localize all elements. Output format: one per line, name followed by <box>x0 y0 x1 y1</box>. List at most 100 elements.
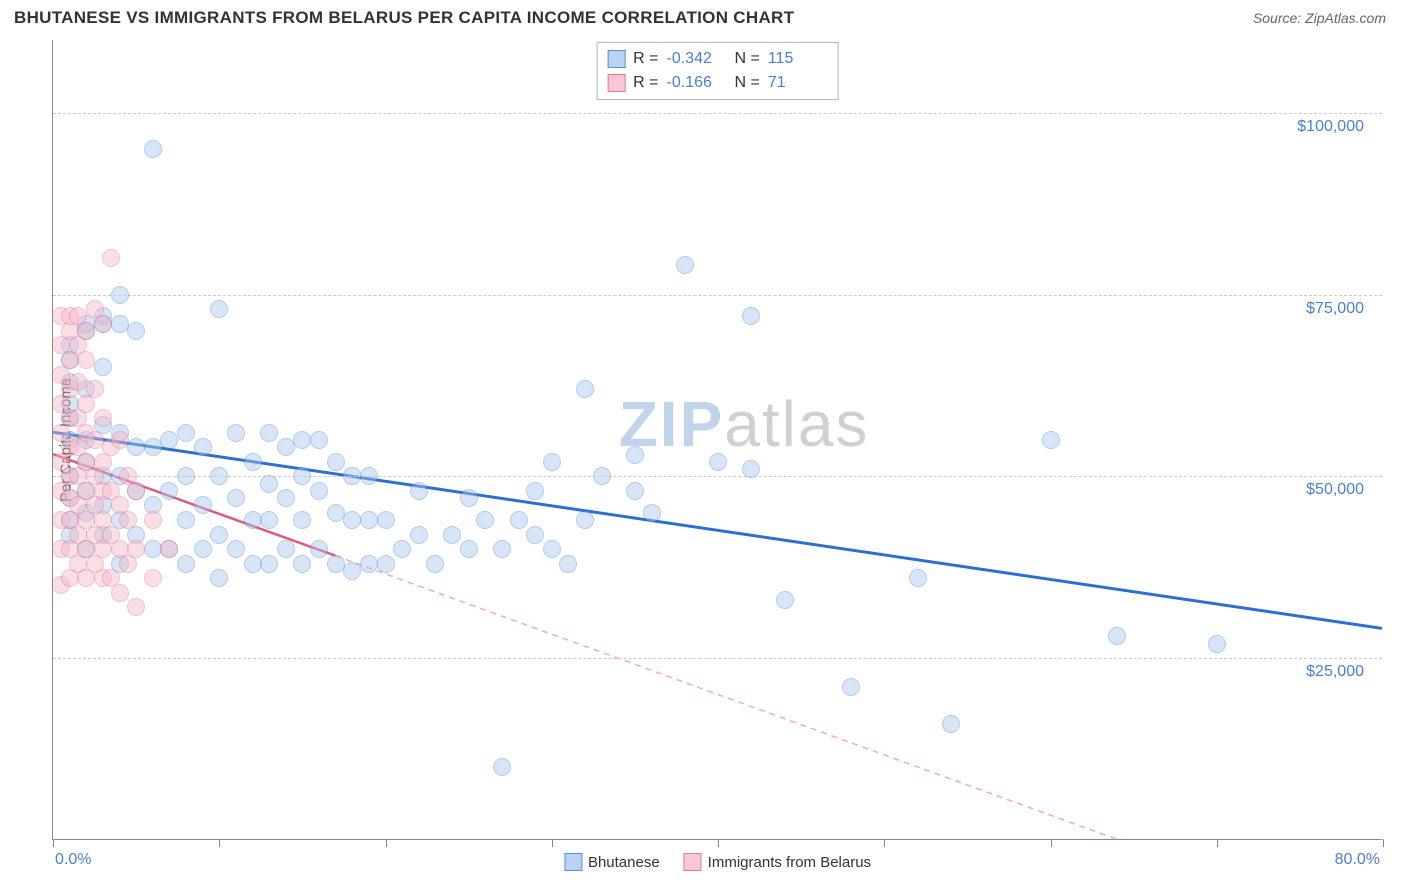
data-point <box>210 467 228 485</box>
legend-item: Immigrants from Belarus <box>684 853 871 871</box>
data-point <box>194 540 212 558</box>
gridline <box>53 295 1382 296</box>
data-point <box>360 467 378 485</box>
x-tick <box>1383 839 1384 847</box>
legend: Bhutanese Immigrants from Belarus <box>564 853 871 871</box>
data-point <box>194 496 212 514</box>
gridline <box>53 476 1382 477</box>
data-point <box>676 256 694 274</box>
data-point <box>626 446 644 464</box>
data-point <box>1208 635 1226 653</box>
data-point <box>293 467 311 485</box>
data-point <box>493 758 511 776</box>
data-point <box>69 373 87 391</box>
y-tick-label: $75,000 <box>1306 300 1364 318</box>
data-point <box>86 380 104 398</box>
data-point <box>127 540 145 558</box>
data-point <box>260 511 278 529</box>
data-point <box>111 431 129 449</box>
stats-row: R =-0.166N =71 <box>607 71 828 95</box>
data-point <box>443 526 461 544</box>
data-point <box>343 467 361 485</box>
data-point <box>526 526 544 544</box>
data-point <box>593 467 611 485</box>
data-point <box>160 540 178 558</box>
data-point <box>277 438 295 456</box>
watermark-part2: atlas <box>724 388 869 460</box>
data-point <box>194 438 212 456</box>
data-point <box>177 511 195 529</box>
n-value: 71 <box>768 71 828 95</box>
data-point <box>293 511 311 529</box>
x-tick-label-min: 0.0% <box>55 851 91 869</box>
data-point <box>160 431 178 449</box>
y-tick-label: $50,000 <box>1306 481 1364 499</box>
data-point <box>177 555 195 573</box>
data-point <box>410 482 428 500</box>
legend-item: Bhutanese <box>564 853 660 871</box>
chart-container: Per Capita Income ZIPatlas R =-0.342N =1… <box>14 40 1392 840</box>
data-point <box>260 475 278 493</box>
x-tick <box>884 839 885 847</box>
x-tick <box>1051 839 1052 847</box>
data-point <box>277 540 295 558</box>
page-title: BHUTANESE VS IMMIGRANTS FROM BELARUS PER… <box>14 8 794 28</box>
data-point <box>510 511 528 529</box>
data-point <box>393 540 411 558</box>
data-point <box>576 380 594 398</box>
data-point <box>144 569 162 587</box>
data-point <box>77 351 95 369</box>
gridline <box>53 113 1382 114</box>
data-point <box>942 715 960 733</box>
data-point <box>410 526 428 544</box>
data-point <box>160 482 178 500</box>
data-point <box>293 431 311 449</box>
data-point <box>709 453 727 471</box>
data-point <box>293 555 311 573</box>
data-point <box>244 555 262 573</box>
x-tick <box>718 839 719 847</box>
data-point <box>127 438 145 456</box>
data-point <box>360 555 378 573</box>
data-point <box>327 504 345 522</box>
stats-row: R =-0.342N =115 <box>607 47 828 71</box>
data-point <box>543 540 561 558</box>
data-point <box>227 424 245 442</box>
data-point <box>310 431 328 449</box>
data-point <box>94 409 112 427</box>
y-tick-label: $100,000 <box>1297 118 1364 136</box>
data-point <box>144 438 162 456</box>
data-point <box>144 540 162 558</box>
trend-lines-layer <box>53 40 1382 839</box>
n-label: N = <box>735 71 760 95</box>
data-point <box>244 453 262 471</box>
legend-swatch <box>564 853 582 871</box>
n-label: N = <box>735 47 760 71</box>
legend-swatch <box>684 853 702 871</box>
x-tick <box>552 839 553 847</box>
data-point <box>260 555 278 573</box>
n-value: 115 <box>768 47 828 71</box>
data-point <box>86 431 104 449</box>
data-point <box>343 562 361 580</box>
data-point <box>476 511 494 529</box>
correlation-stats-box: R =-0.342N =115R =-0.166N =71 <box>596 42 839 100</box>
source-prefix: Source: <box>1253 10 1305 26</box>
x-tick <box>1217 839 1218 847</box>
data-point <box>111 315 129 333</box>
data-point <box>127 482 145 500</box>
series-swatch <box>607 74 625 92</box>
data-point <box>77 322 95 340</box>
series-swatch <box>607 50 625 68</box>
x-tick <box>53 839 54 847</box>
data-point <box>460 540 478 558</box>
data-point <box>327 453 345 471</box>
data-point <box>144 511 162 529</box>
data-point <box>260 424 278 442</box>
data-point <box>111 286 129 304</box>
data-point <box>210 300 228 318</box>
data-point <box>343 511 361 529</box>
plot-area: ZIPatlas R =-0.342N =115R =-0.166N =71 B… <box>52 40 1382 840</box>
watermark: ZIPatlas <box>619 387 870 461</box>
data-point <box>127 322 145 340</box>
